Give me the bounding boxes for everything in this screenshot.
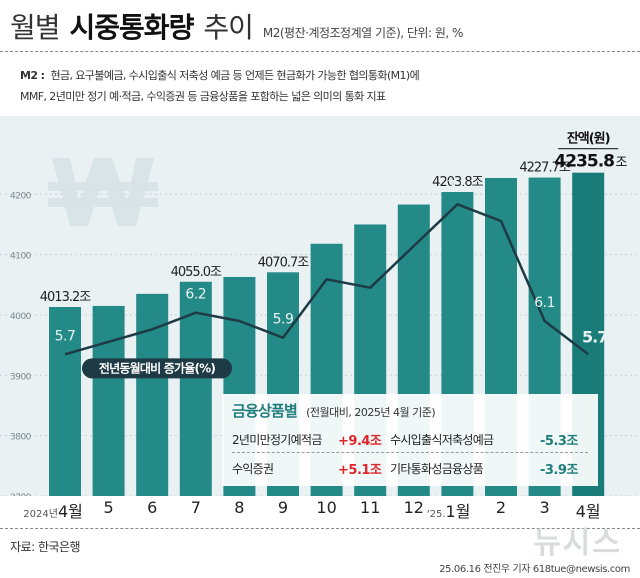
chart-subtitle: M2(평잔·계정조정계열 기준), 단위: 원, % xyxy=(262,26,464,40)
product-name-deposits: 2년미만정기예적금 xyxy=(232,433,322,447)
product-value-deposits: +9.4조 xyxy=(338,434,382,449)
panel-subtitle: (전월대비, 2025년 4월 기준) xyxy=(306,406,436,419)
x-tick-month-2: 6 xyxy=(147,498,158,517)
x-tick-year-9: '25. xyxy=(426,509,446,520)
line-legend-text: 전년동월대비 증가율(%) xyxy=(99,360,215,375)
bar-0 xyxy=(49,307,81,496)
product-value-funds: +5.1조 xyxy=(338,463,382,478)
chart-title: 월별 시중통화량 추이 M2(평잔·계정조정계열 기준), 단위: 원, % xyxy=(10,6,463,46)
x-tick-month-12: 4월 xyxy=(575,502,601,521)
x-tick-month-6: 10 xyxy=(316,498,337,517)
x-tick-10: 2 xyxy=(496,498,506,517)
bar-label-11: 4227.7조 xyxy=(519,161,570,176)
title-part1: 월별 xyxy=(10,11,61,44)
x-tick-month-1: 5 xyxy=(103,498,114,517)
x-tick-0: 2024년4월 xyxy=(23,498,83,522)
bar-label-3: 4055.0조 xyxy=(171,265,222,280)
x-tick-month-10: 2 xyxy=(495,498,507,517)
bar-label-9: 4203.8조 xyxy=(432,175,483,190)
title-part3: 추이 xyxy=(203,11,254,44)
x-tick-month-3: 7 xyxy=(190,498,201,517)
title-part2: 시중통화량 xyxy=(69,11,195,44)
panel-title: 금융상품별 xyxy=(232,402,298,420)
bar-2 xyxy=(136,293,169,496)
bar-label-5: 4070.7조 xyxy=(258,255,309,270)
product-value-other: -3.9조 xyxy=(540,463,578,478)
credit-line: 25.06.16 전진우 기자 618tue@newsis.com xyxy=(439,564,630,575)
x-tick-5: 9 xyxy=(278,498,288,517)
x-tick-month-9: 1월 xyxy=(445,502,471,521)
x-tick-month-0: 4월 xyxy=(57,502,83,521)
x-tick-month-7: 11 xyxy=(360,498,381,517)
money-supply-chart: 3700 3800 3900 4000 4100 4200 4013.2조 4055.0조 40… xyxy=(0,131,640,496)
x-tick-month-11: 3 xyxy=(539,498,550,517)
line-label-9: 7.5 xyxy=(447,178,468,194)
product-name-funds: 수익증권 xyxy=(232,462,274,476)
panel-header: 금융상품별 (전월대비, 2025년 4월 기준) xyxy=(232,400,436,421)
y-tick-3900: 3900 xyxy=(10,372,32,382)
x-tick-7: 11 xyxy=(360,498,380,517)
y-tick-3800: 3800 xyxy=(10,433,32,443)
line-label-3: 6.2 xyxy=(185,287,206,303)
line-label-11: 6.1 xyxy=(534,295,555,311)
x-tick-11: 3 xyxy=(540,498,550,517)
last-bar-caption: 잔액(원) xyxy=(567,131,610,147)
panel-divider xyxy=(232,452,588,453)
y-tick-4200: 4200 xyxy=(10,191,32,201)
x-tick-month-8: 12 xyxy=(403,498,424,517)
definition-line-1: M2 : 현금, 요구불예금, 수시입출식 저축성 예금 등 언제든 현금화가 가… xyxy=(20,66,420,85)
product-breakdown-panel: 금융상품별 (전월대비, 2025년 4월 기준) 2년미만정기예적금 +9.4… xyxy=(222,394,598,486)
m2-definition-box: M2 : 현금, 요구불예금, 수시입출식 저축성 예금 등 언제든 현금화가 가… xyxy=(14,64,528,108)
footer-divider xyxy=(0,528,640,529)
definition-line-2: MMF, 2년미만 정기 예·적금, 수익증권 등 금융상품을 포함하는 넓은 … xyxy=(20,90,386,103)
newsis-watermark: 뉴시스 xyxy=(533,526,622,561)
line-legend-pill xyxy=(82,358,232,379)
line-label-0: 5.7 xyxy=(55,328,76,344)
product-name-other: 기타통화성금융상품 xyxy=(390,462,484,476)
growth-rate-line xyxy=(64,203,589,356)
bar-label-0: 4013.2조 xyxy=(40,290,91,305)
source-note: 자료: 한국은행 xyxy=(10,540,81,554)
product-value-savings: -5.3조 xyxy=(540,434,578,449)
title-divider xyxy=(0,51,640,52)
x-tick-1: 5 xyxy=(104,498,114,517)
x-tick-month-5: 9 xyxy=(277,498,289,517)
x-tick-4: 8 xyxy=(234,498,244,517)
won-currency-icon xyxy=(48,152,158,236)
y-tick-4100: 4100 xyxy=(10,252,32,262)
line-label-5: 5.9 xyxy=(273,312,294,328)
product-name-savings: 수시입출식저축성예금 xyxy=(390,433,494,447)
x-tick-9: '25.1월 xyxy=(427,498,471,522)
x-tick-year-0: 2024년 xyxy=(23,509,58,520)
last-bar-value: 4235.8 xyxy=(554,152,614,172)
x-tick-6: 10 xyxy=(316,498,336,517)
x-tick-12: 4월 xyxy=(576,498,601,522)
y-tick-4000: 4000 xyxy=(10,312,32,322)
x-tick-month-4: 8 xyxy=(234,498,245,517)
x-axis: 2024년4월 5 6 7 8 9 10 11 12'25.1월 2 3 4월 xyxy=(0,496,640,526)
definition-text-1: 현금, 요구불예금, 수시입출식 저축성 예금 등 언제든 현금화가 가능한 협… xyxy=(50,69,420,82)
x-tick-3: 7 xyxy=(191,498,201,517)
last-line-label: 5.7% xyxy=(582,327,623,346)
chart-area: 3700 3800 3900 4000 4100 4200 4013.2조 4055.0조 40… xyxy=(0,116,640,496)
definition-label: M2 : xyxy=(20,69,45,82)
bar-1 xyxy=(92,305,125,496)
last-bar-unit: 조 xyxy=(615,156,627,171)
x-tick-2: 6 xyxy=(147,498,157,517)
x-tick-8: 12 xyxy=(404,498,424,517)
y-tick-3700: 3700 xyxy=(10,493,32,496)
